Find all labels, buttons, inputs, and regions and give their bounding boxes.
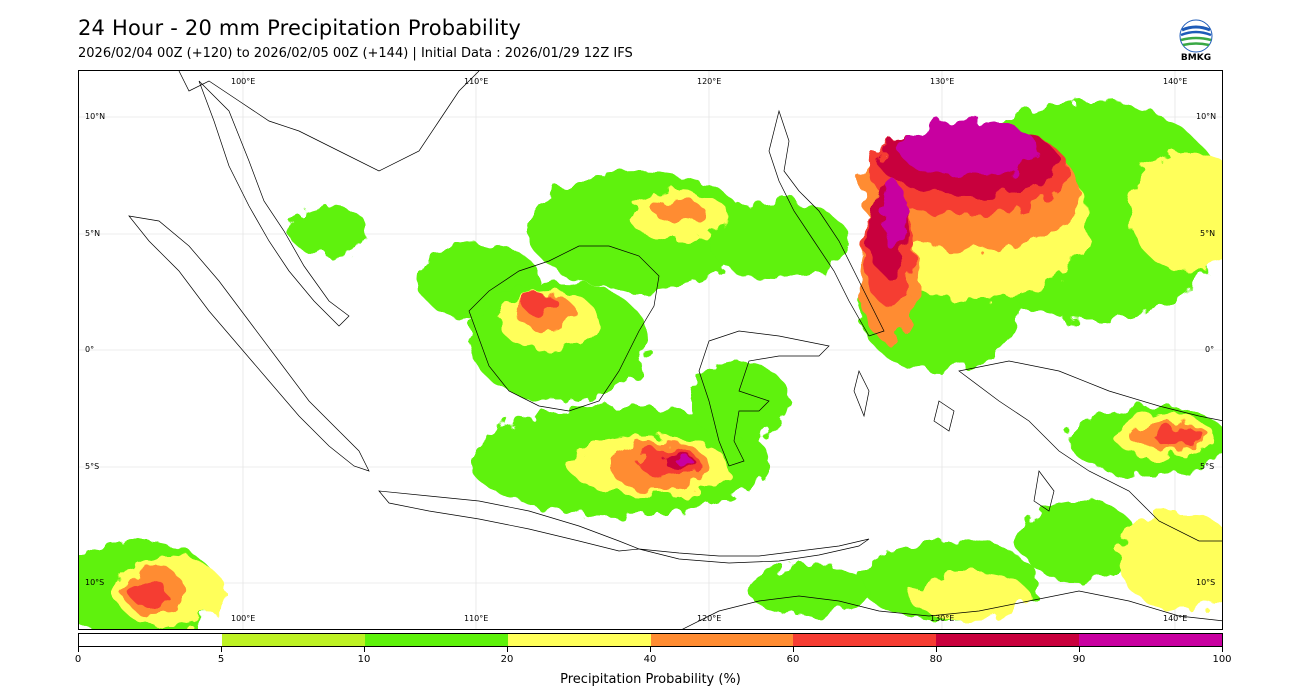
colorbar-tick-label: 80 [929,654,943,665]
colorbar-tick-label: 0 [74,654,82,665]
lat-label-left: 10°S [85,578,105,587]
map-canvas [79,71,1222,629]
lon-label-bottom: 100°E [231,614,256,623]
lon-label-bottom: 120°E [697,614,722,623]
lon-label-bottom: 110°E [464,614,489,623]
lon-label-top: 100°E [231,77,256,86]
colorbar-segment [1079,634,1222,646]
colorbar-tick [793,647,794,652]
colorbar-tick-label: 10 [357,654,371,665]
colorbar [78,633,1223,647]
colorbar-tick [78,647,79,652]
logo-text: BMKG [1180,53,1212,63]
lat-label-left: 5°N [85,229,101,238]
colorbar-tick [1079,647,1080,652]
precipitation-field [79,101,1222,629]
colorbar-segment [79,634,222,646]
bmkg-logo-icon [1179,19,1213,53]
colorbar-segment [221,634,365,646]
lat-label-right: 10°N [1196,112,1217,121]
lon-label-top: 140°E [1163,77,1188,86]
lon-label-top: 110°E [464,77,489,86]
coastlines [128,71,1222,629]
lon-label-top: 130°E [930,77,955,86]
lat-label-right: 10°S [1196,578,1216,587]
colorbar-tick [1222,647,1223,652]
lat-label-right: 5°N [1200,229,1216,238]
colorbar-tick [507,647,508,652]
lon-label-top: 120°E [697,77,722,86]
colorbar-tick-label: 60 [786,654,800,665]
colorbar-segment [507,634,651,646]
colorbar-tick-label: 90 [1072,654,1086,665]
colorbar-tick [650,647,651,652]
colorbar-segment [936,634,1080,646]
chart-title: 24 Hour - 20 mm Precipitation Probabilit… [78,16,522,40]
colorbar-tick-label: 20 [500,654,514,665]
colorbar-tick-label: 40 [643,654,657,665]
colorbar-tick [221,647,222,652]
lat-label-left: 10°N [85,112,106,121]
colorbar-tick-label: 5 [217,654,225,665]
lat-label-left: 5°S [85,462,100,471]
lon-label-bottom: 130°E [930,614,955,623]
lat-label-right: 5°S [1200,462,1215,471]
lat-label-left: 0° [85,345,95,354]
colorbar-tick [364,647,365,652]
colorbar-tick [936,647,937,652]
colorbar-tick-label: 100 [1212,654,1232,665]
colorbar-segment [650,634,794,646]
colorbar-segment [793,634,937,646]
lon-label-bottom: 140°E [1163,614,1188,623]
chart-subtitle: 2026/02/04 00Z (+120) to 2026/02/05 00Z … [78,46,633,61]
colorbar-segment [364,634,508,646]
precipitation-map: 100°E 110°E 120°E 130°E 140°E 100°E 110°… [78,70,1223,630]
colorbar-title: Precipitation Probability (%) [560,672,741,687]
lat-label-right: 0° [1205,345,1215,354]
